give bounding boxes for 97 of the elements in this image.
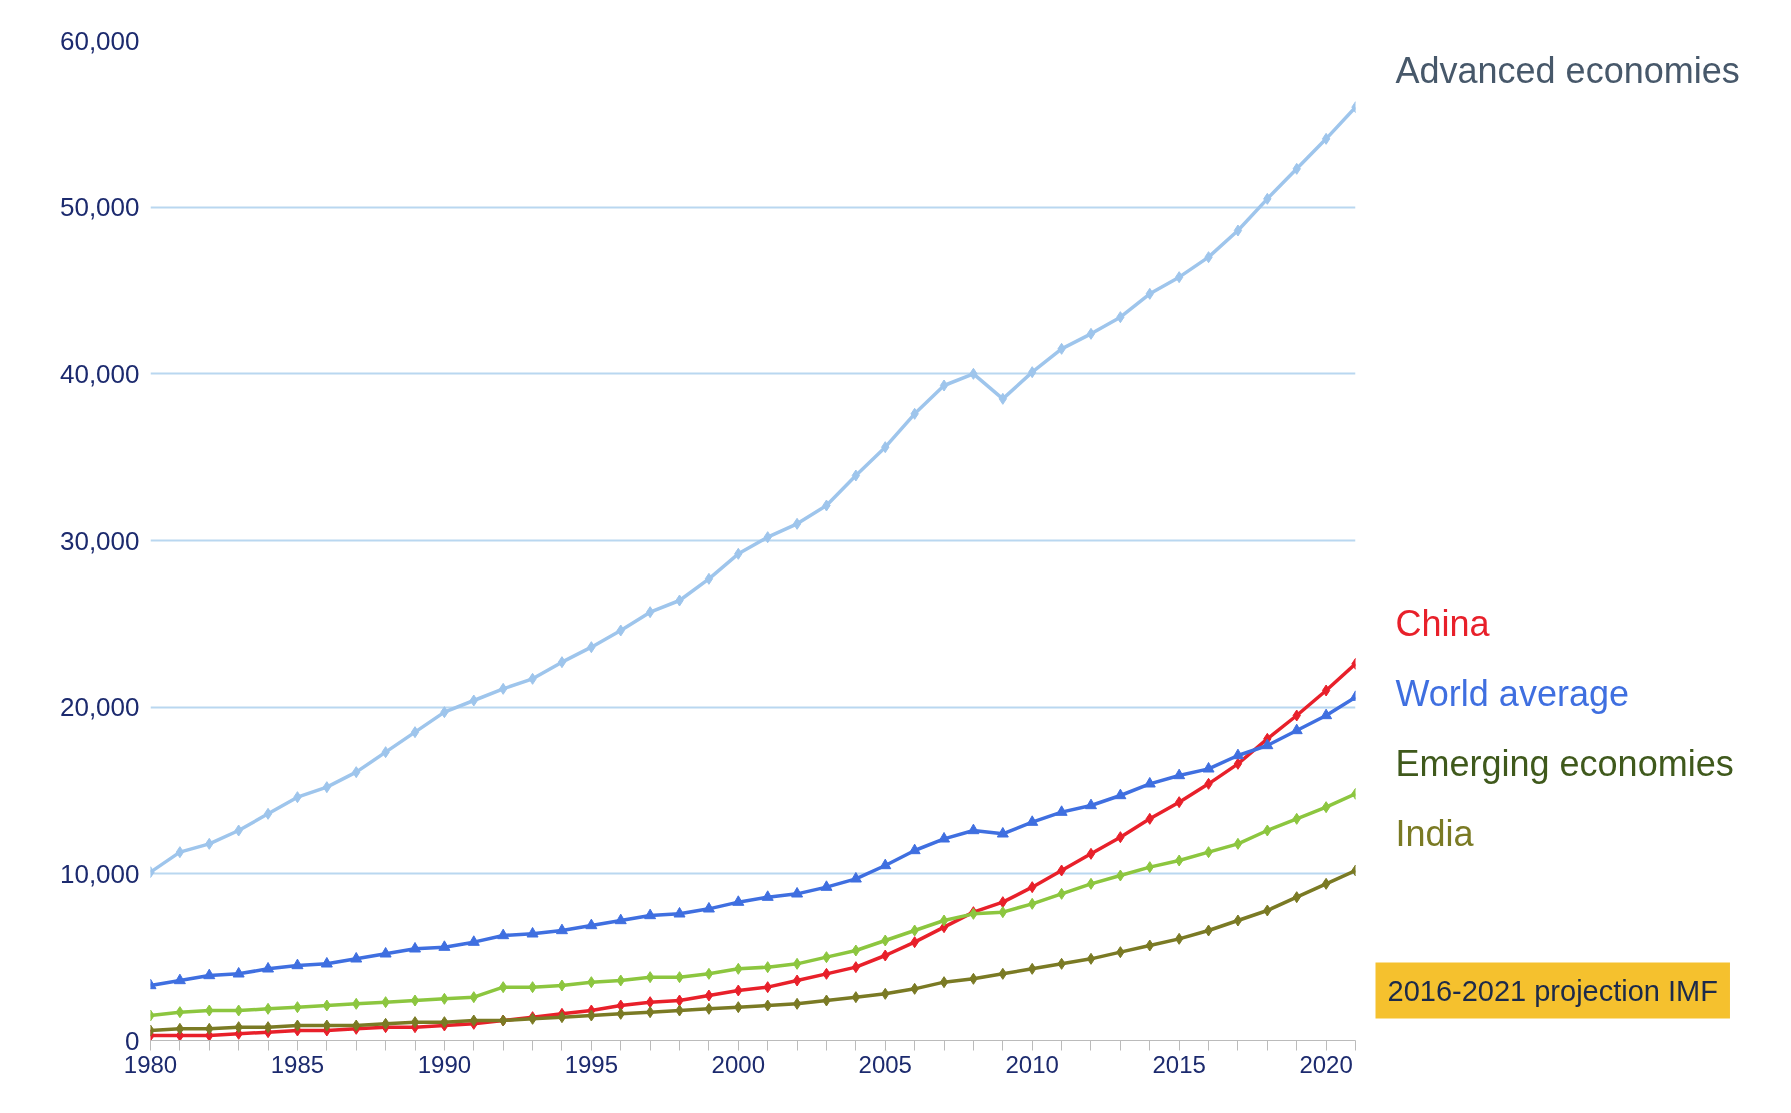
point (263, 1002, 273, 1015)
point (614, 913, 627, 925)
point (1202, 761, 1215, 773)
point (1143, 776, 1156, 788)
point (175, 846, 185, 859)
point (704, 967, 714, 980)
point (1233, 757, 1243, 770)
point (1233, 837, 1243, 850)
y-tick-label: 10,000 (59, 858, 140, 889)
point (732, 895, 745, 906)
text: 2016-2021 projection IMF (1387, 974, 1718, 1007)
point (792, 997, 802, 1010)
x-tick-label: 1995 (564, 1050, 619, 1078)
point (851, 469, 861, 482)
y-tick-label: 20,000 (59, 692, 140, 723)
point (1174, 932, 1184, 945)
point (555, 923, 568, 935)
x-tick-label: 2010 (1005, 1050, 1059, 1078)
series-label: China (1395, 603, 1491, 645)
point (263, 807, 273, 820)
point (1321, 132, 1331, 145)
series-label: World average (1395, 673, 1629, 715)
point (203, 968, 216, 980)
point (1321, 684, 1331, 697)
point (262, 961, 275, 973)
point (1114, 788, 1127, 800)
point (939, 914, 949, 927)
point (1084, 798, 1097, 810)
x-tick-label: 2015 (1152, 1050, 1206, 1078)
x-tick-label: 2020 (1299, 1050, 1353, 1078)
point (1174, 854, 1184, 867)
point (879, 858, 892, 870)
point (1321, 877, 1331, 890)
point (1086, 952, 1096, 965)
point (967, 823, 980, 835)
point (1261, 738, 1274, 750)
point (467, 935, 480, 946)
point (849, 871, 862, 883)
point (792, 517, 802, 530)
point (939, 379, 949, 392)
point (673, 906, 686, 918)
x-tick-label: 2005 (858, 1050, 912, 1078)
point (173, 973, 186, 985)
point (996, 826, 1009, 838)
series-label: India (1395, 813, 1475, 855)
point (1321, 801, 1331, 814)
point (291, 958, 304, 970)
point (791, 886, 804, 898)
point (851, 944, 861, 957)
x-tick-label: 1990 (417, 1050, 472, 1078)
point (557, 656, 567, 669)
point (322, 781, 332, 794)
point (526, 926, 539, 938)
point (702, 901, 715, 913)
point (820, 880, 833, 891)
y-tick-label: 40,000 (59, 358, 140, 389)
point (1173, 768, 1186, 780)
series-label: Emerging economies (1395, 743, 1734, 785)
x-tick-label: 2000 (711, 1050, 765, 1078)
point (1055, 805, 1068, 816)
y-tick-label: 30,000 (59, 525, 140, 556)
point (939, 976, 949, 989)
point (1233, 914, 1243, 927)
series-label: Advanced economies (1395, 50, 1740, 91)
point (1026, 815, 1039, 826)
point (1086, 327, 1096, 340)
point (644, 908, 657, 920)
point (792, 974, 802, 987)
point (557, 1011, 567, 1024)
point (438, 940, 451, 951)
point (350, 951, 363, 963)
point (938, 831, 951, 843)
point (497, 928, 510, 940)
point (1174, 796, 1184, 809)
point (1174, 271, 1184, 284)
point (851, 961, 861, 974)
point (320, 956, 333, 968)
point (175, 1006, 185, 1019)
y-tick-label: 50,000 (59, 192, 140, 223)
point (410, 1016, 420, 1029)
point (704, 572, 714, 585)
point (1233, 224, 1243, 237)
point (704, 989, 714, 1002)
point (792, 957, 802, 970)
point (851, 991, 861, 1004)
point (379, 946, 392, 958)
point (761, 890, 774, 901)
point (585, 918, 598, 930)
point (409, 941, 422, 953)
point (1320, 708, 1333, 720)
x-tick-label: 1985 (270, 1050, 325, 1078)
point (1086, 847, 1096, 860)
point (232, 966, 245, 978)
point (1086, 877, 1096, 890)
y-tick-label: 60,000 (59, 25, 140, 56)
point (410, 726, 420, 739)
point (645, 606, 655, 619)
